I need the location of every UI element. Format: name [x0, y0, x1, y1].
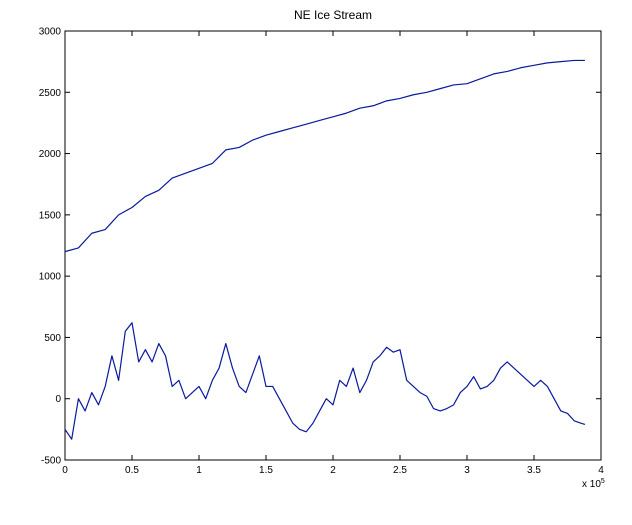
x-tick-label: 3: [464, 465, 470, 476]
data-line: [64, 59, 585, 253]
x-tick-label: 0: [62, 465, 68, 476]
data-line: [64, 322, 586, 440]
x-tick-label: 1: [196, 465, 202, 476]
x-multiplier: x 105: [582, 478, 605, 490]
x-tick-label: 1.5: [259, 465, 273, 476]
axes-box: [64, 30, 602, 461]
y-tick-label: 1500: [39, 210, 62, 221]
x-multiplier-base: x 10: [582, 479, 601, 490]
x-tick-label: 0.5: [125, 465, 139, 476]
x-tick-label: 3.5: [527, 465, 541, 476]
x-tick-label: 4: [598, 465, 604, 476]
y-tick-label: 0: [55, 394, 61, 405]
y-tick-label: 2500: [39, 88, 62, 99]
y-tick-label: 1000: [39, 272, 62, 283]
chart-title: NE Ice Stream: [294, 8, 372, 22]
y-tick-label: 500: [44, 333, 61, 344]
y-tick-label: 2000: [39, 149, 62, 160]
y-tick-label: -500: [41, 456, 61, 467]
x-tick-label: 2: [330, 465, 336, 476]
y-tick-label: 3000: [39, 27, 62, 38]
x-multiplier-exponent: 5: [601, 478, 605, 485]
x-tick-label: 2.5: [393, 465, 407, 476]
